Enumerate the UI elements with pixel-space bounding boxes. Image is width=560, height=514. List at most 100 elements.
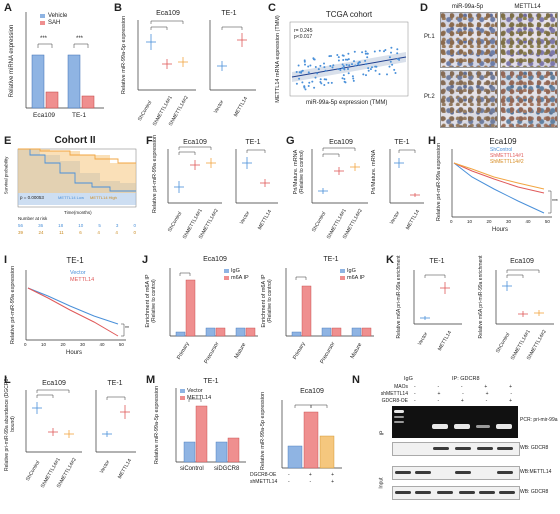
panel-h: H Eca109 ShControl ShMETTL14#1 ShMETTL14… [428, 133, 560, 243]
panel-label: N [352, 374, 360, 386]
wb-band [415, 491, 431, 494]
scatter-point [396, 52, 399, 55]
wb-band [455, 447, 471, 450]
scatter-point [347, 68, 349, 70]
y-axis-label: Relative pri-miR-99a abundance (DGCR8-bo… [4, 377, 16, 471]
y-axis-label-te1: Pri/Mature. mRNA [371, 149, 377, 195]
y-axis-label-2: (Relative to control) [267, 279, 273, 323]
scatter-point [307, 85, 310, 87]
scatter-point [316, 72, 319, 75]
panel-h-chart [451, 149, 552, 218]
panel-f: F Eca109 TE-1 Relative pri-miR-99a expre… [146, 133, 280, 243]
scatter-point [344, 81, 347, 84]
scatter-point [396, 48, 399, 51]
scatter-point [366, 56, 369, 59]
scatter-point [396, 57, 399, 60]
scatter-point [351, 63, 353, 66]
legend-item: ShMETTL14#2 [490, 159, 524, 165]
panel-e-km-plot [17, 148, 137, 208]
km-high-curve [18, 148, 136, 164]
panel-j-chart [169, 268, 374, 337]
cond-label: MAOs [394, 384, 408, 390]
panel-d: D miR-99a-5p METTL14 Pt.1 Pt.2 [420, 0, 560, 130]
chart-title: Eca109 [489, 137, 517, 146]
scatter-point [342, 59, 345, 61]
scatter-point [341, 67, 344, 69]
col-header: METTL14 [514, 4, 541, 10]
subtitle-eca109: Eca109 [183, 139, 207, 146]
panel-label: J [142, 254, 149, 266]
subtitle-eca109: Eca109 [510, 258, 534, 265]
scatter-point [345, 63, 348, 66]
wb-input-gdcr8 [392, 486, 520, 500]
chart-title: TCGA cohort [325, 10, 373, 19]
scatter-point [323, 84, 326, 86]
scatter-point [374, 69, 377, 72]
x-tick: 30 [505, 219, 511, 224]
panel-label: M [146, 374, 156, 386]
gel-band [476, 425, 490, 428]
category-te1: TE-1 [72, 112, 87, 119]
scatter-point [347, 52, 350, 55]
risk-cell: 4 [97, 230, 100, 235]
scatter-point [361, 51, 364, 54]
scatter-point [328, 55, 331, 58]
x-tick: siControl [180, 466, 204, 472]
risk-table: 56 36 18 10 5 3 0 39 24 11 6 4 4 0 [18, 223, 136, 235]
scatter-point [346, 58, 349, 61]
y-axis-label: Relative pri-miR-99a expression [152, 134, 158, 214]
scatter-point [347, 72, 350, 75]
panel-label: D [420, 2, 428, 14]
ihc-image [440, 70, 498, 128]
scatter-point [327, 81, 330, 84]
x-ticks: 0 10 20 30 40 50 [24, 342, 124, 347]
subtitle-eca109: Eca109 [300, 388, 324, 395]
subtitle-te1: TE-1 [203, 378, 219, 385]
subtitle-eca109: Eca109 [329, 139, 353, 146]
scatter-point [367, 69, 370, 72]
scatter-point [324, 69, 327, 72]
mark: - [288, 479, 290, 485]
risk-cell: 24 [38, 230, 44, 235]
scatter-point [342, 65, 345, 68]
scatter-point [332, 64, 335, 67]
scatter-point [311, 80, 314, 83]
scatter-point [358, 61, 361, 63]
scatter-point [331, 66, 334, 69]
sig-star: ** [125, 326, 129, 332]
chart-title: TE-1 [66, 256, 84, 265]
y-axis-label-2: (Relative to control) [151, 279, 157, 323]
legend-igg: IgG [231, 268, 240, 274]
panel-e: E Cohort II Survival probability p = 0.0… [0, 133, 140, 243]
mark: + [509, 398, 512, 404]
scatter-point [342, 74, 345, 77]
legend-item: ShControl [490, 147, 513, 153]
gel-band [432, 424, 448, 429]
mark: - [414, 391, 416, 397]
x-tick: 0 [24, 342, 27, 347]
scatter-point [353, 60, 355, 63]
ihc-image [500, 70, 558, 128]
panel-b: B Eca109 TE-1 Relative miR-99a-5p expres… [112, 0, 260, 130]
scatter-point [348, 64, 351, 67]
wb-band [395, 491, 411, 494]
scatter-point [344, 58, 347, 61]
scatter-point [295, 82, 298, 85]
mark: + [460, 398, 464, 404]
scatter-point [388, 56, 391, 59]
row-label: Pt.2 [424, 94, 435, 100]
scatter-point [298, 77, 301, 80]
risk-cell: 39 [18, 230, 24, 235]
line-mettl14 [27, 287, 119, 337]
scatter-point [343, 78, 346, 80]
x-tick: 0 [450, 219, 453, 224]
scatter-point [384, 49, 387, 51]
scatter-point [352, 79, 355, 82]
y-axis-label: Relative m6A pri-miR-99a enrichment [478, 255, 484, 339]
panel-label: H [428, 135, 436, 147]
gel-band [394, 421, 404, 423]
panel-a-chart [25, 12, 104, 109]
x-ticks: 0 10 20 30 40 50 [450, 219, 550, 224]
panel-g: G Eca109 TE-1 Pri/Mature. mRNA (Relative… [286, 133, 426, 243]
row-label: DGCR8-OE [250, 472, 277, 478]
